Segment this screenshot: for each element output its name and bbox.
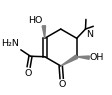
Text: O: O — [58, 80, 66, 89]
Polygon shape — [42, 26, 45, 38]
Text: O: O — [24, 68, 31, 78]
Text: H₂N: H₂N — [2, 39, 19, 48]
Polygon shape — [77, 56, 89, 59]
Text: N: N — [86, 30, 93, 38]
Text: HO: HO — [28, 16, 42, 25]
Text: OH: OH — [90, 53, 104, 62]
Polygon shape — [61, 55, 78, 66]
